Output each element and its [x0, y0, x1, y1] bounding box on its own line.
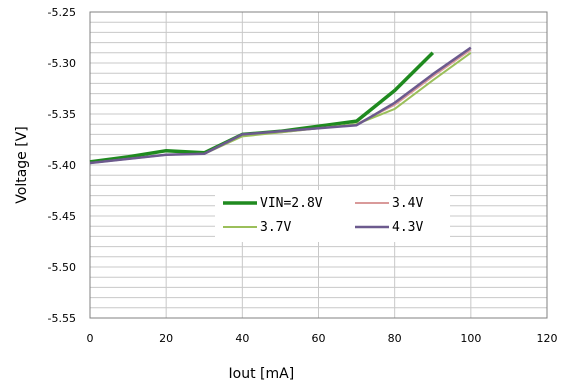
x-tick-label: 100 — [460, 332, 481, 345]
legend-label: 3.4V — [392, 196, 423, 211]
series-lines — [89, 46, 472, 165]
x-tick-label: 0 — [87, 332, 94, 345]
series-line — [89, 46, 472, 165]
x-tick-label: 80 — [388, 332, 402, 345]
y-tick-label: -5.25 — [48, 6, 76, 19]
legend-label: 4.3V — [392, 220, 423, 235]
x-axis-ticks: 0 20 40 60 80 100 120 — [87, 332, 558, 345]
plot-area — [89, 11, 548, 319]
legend-label: VIN=2.8V — [260, 196, 323, 211]
x-tick-label: 20 — [159, 332, 173, 345]
series-line — [89, 48, 472, 164]
x-axis-label: Iout [mA] — [229, 366, 295, 382]
y-tick-label: -5.45 — [48, 210, 76, 223]
y-axis-ticks: -5.25 -5.30 -5.35 -5.40 -5.45 -5.50 -5.55 — [48, 6, 76, 325]
y-tick-label: -5.55 — [48, 312, 76, 325]
y-tick-label: -5.30 — [48, 57, 76, 70]
legend-box — [215, 190, 450, 242]
y-axis-label: Voltage [V] — [14, 126, 30, 203]
legend: VIN=2.8V 3.4V 3.7V 4.3V — [215, 190, 450, 242]
series-line — [89, 51, 435, 164]
x-tick-label: 120 — [537, 332, 558, 345]
y-tick-label: -5.50 — [48, 261, 76, 274]
y-tick-label: -5.35 — [48, 108, 76, 121]
y-tick-label: -5.40 — [48, 159, 76, 172]
x-tick-label: 40 — [235, 332, 249, 345]
x-tick-label: 60 — [312, 332, 326, 345]
legend-label: 3.7V — [260, 220, 291, 235]
grid-lines — [90, 12, 547, 318]
